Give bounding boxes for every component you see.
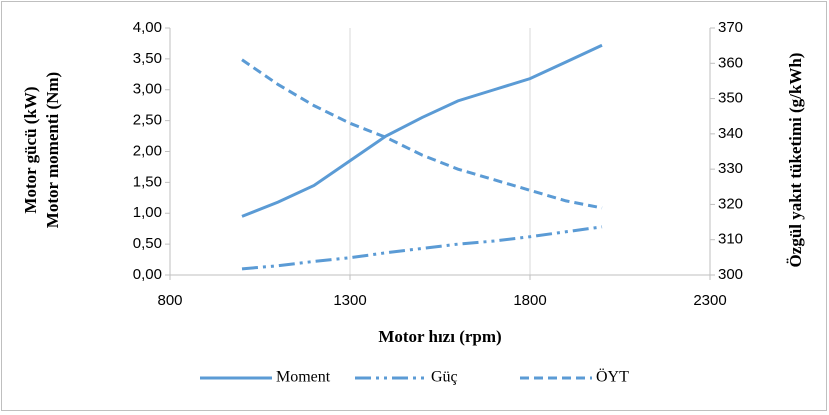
- x-tick-label: 1800: [513, 292, 546, 309]
- y-tick-label: 2,00: [133, 142, 162, 159]
- y2-tick-label: 300: [718, 266, 743, 283]
- y-tick-label: 1,00: [133, 204, 162, 221]
- y-axis-title: Motor gücü (kW): [21, 86, 40, 213]
- series-line: [241, 43, 603, 218]
- y-tick-label: 2,50: [133, 112, 162, 129]
- x-tick-label: 2300: [693, 292, 726, 309]
- y-tick-label: 4,00: [133, 19, 162, 36]
- y2-tick-label: 360: [718, 54, 743, 71]
- series-line: [241, 58, 603, 210]
- y2-tick-label: 350: [718, 90, 743, 107]
- y-tick-label: 0,50: [133, 235, 162, 252]
- y2-tick-label: 340: [718, 125, 743, 142]
- x-axis-title: Motor hızı (rpm): [378, 327, 501, 346]
- legend-label: Güç: [431, 369, 458, 386]
- legend-label: ÖYT: [596, 368, 629, 386]
- y2-tick-label: 330: [718, 160, 743, 177]
- y-tick-label: 1,50: [133, 173, 162, 190]
- y-tick-label: 3,00: [133, 81, 162, 98]
- y-axis-title: Motor momenti (Nm): [43, 72, 62, 228]
- y2-tick-label: 320: [718, 195, 743, 212]
- series-line: [241, 225, 603, 271]
- legend-label: Moment: [276, 369, 331, 386]
- y-tick-label: 0,00: [133, 266, 162, 283]
- x-tick-label: 800: [157, 292, 182, 309]
- y2-tick-label: 370: [718, 19, 743, 36]
- y2-tick-label: 310: [718, 231, 743, 248]
- y2-axis-title: Özgül yakıt tüketimi (g/kWh): [786, 53, 805, 268]
- y-tick-label: 3,50: [133, 50, 162, 67]
- x-tick-label: 1300: [333, 292, 366, 309]
